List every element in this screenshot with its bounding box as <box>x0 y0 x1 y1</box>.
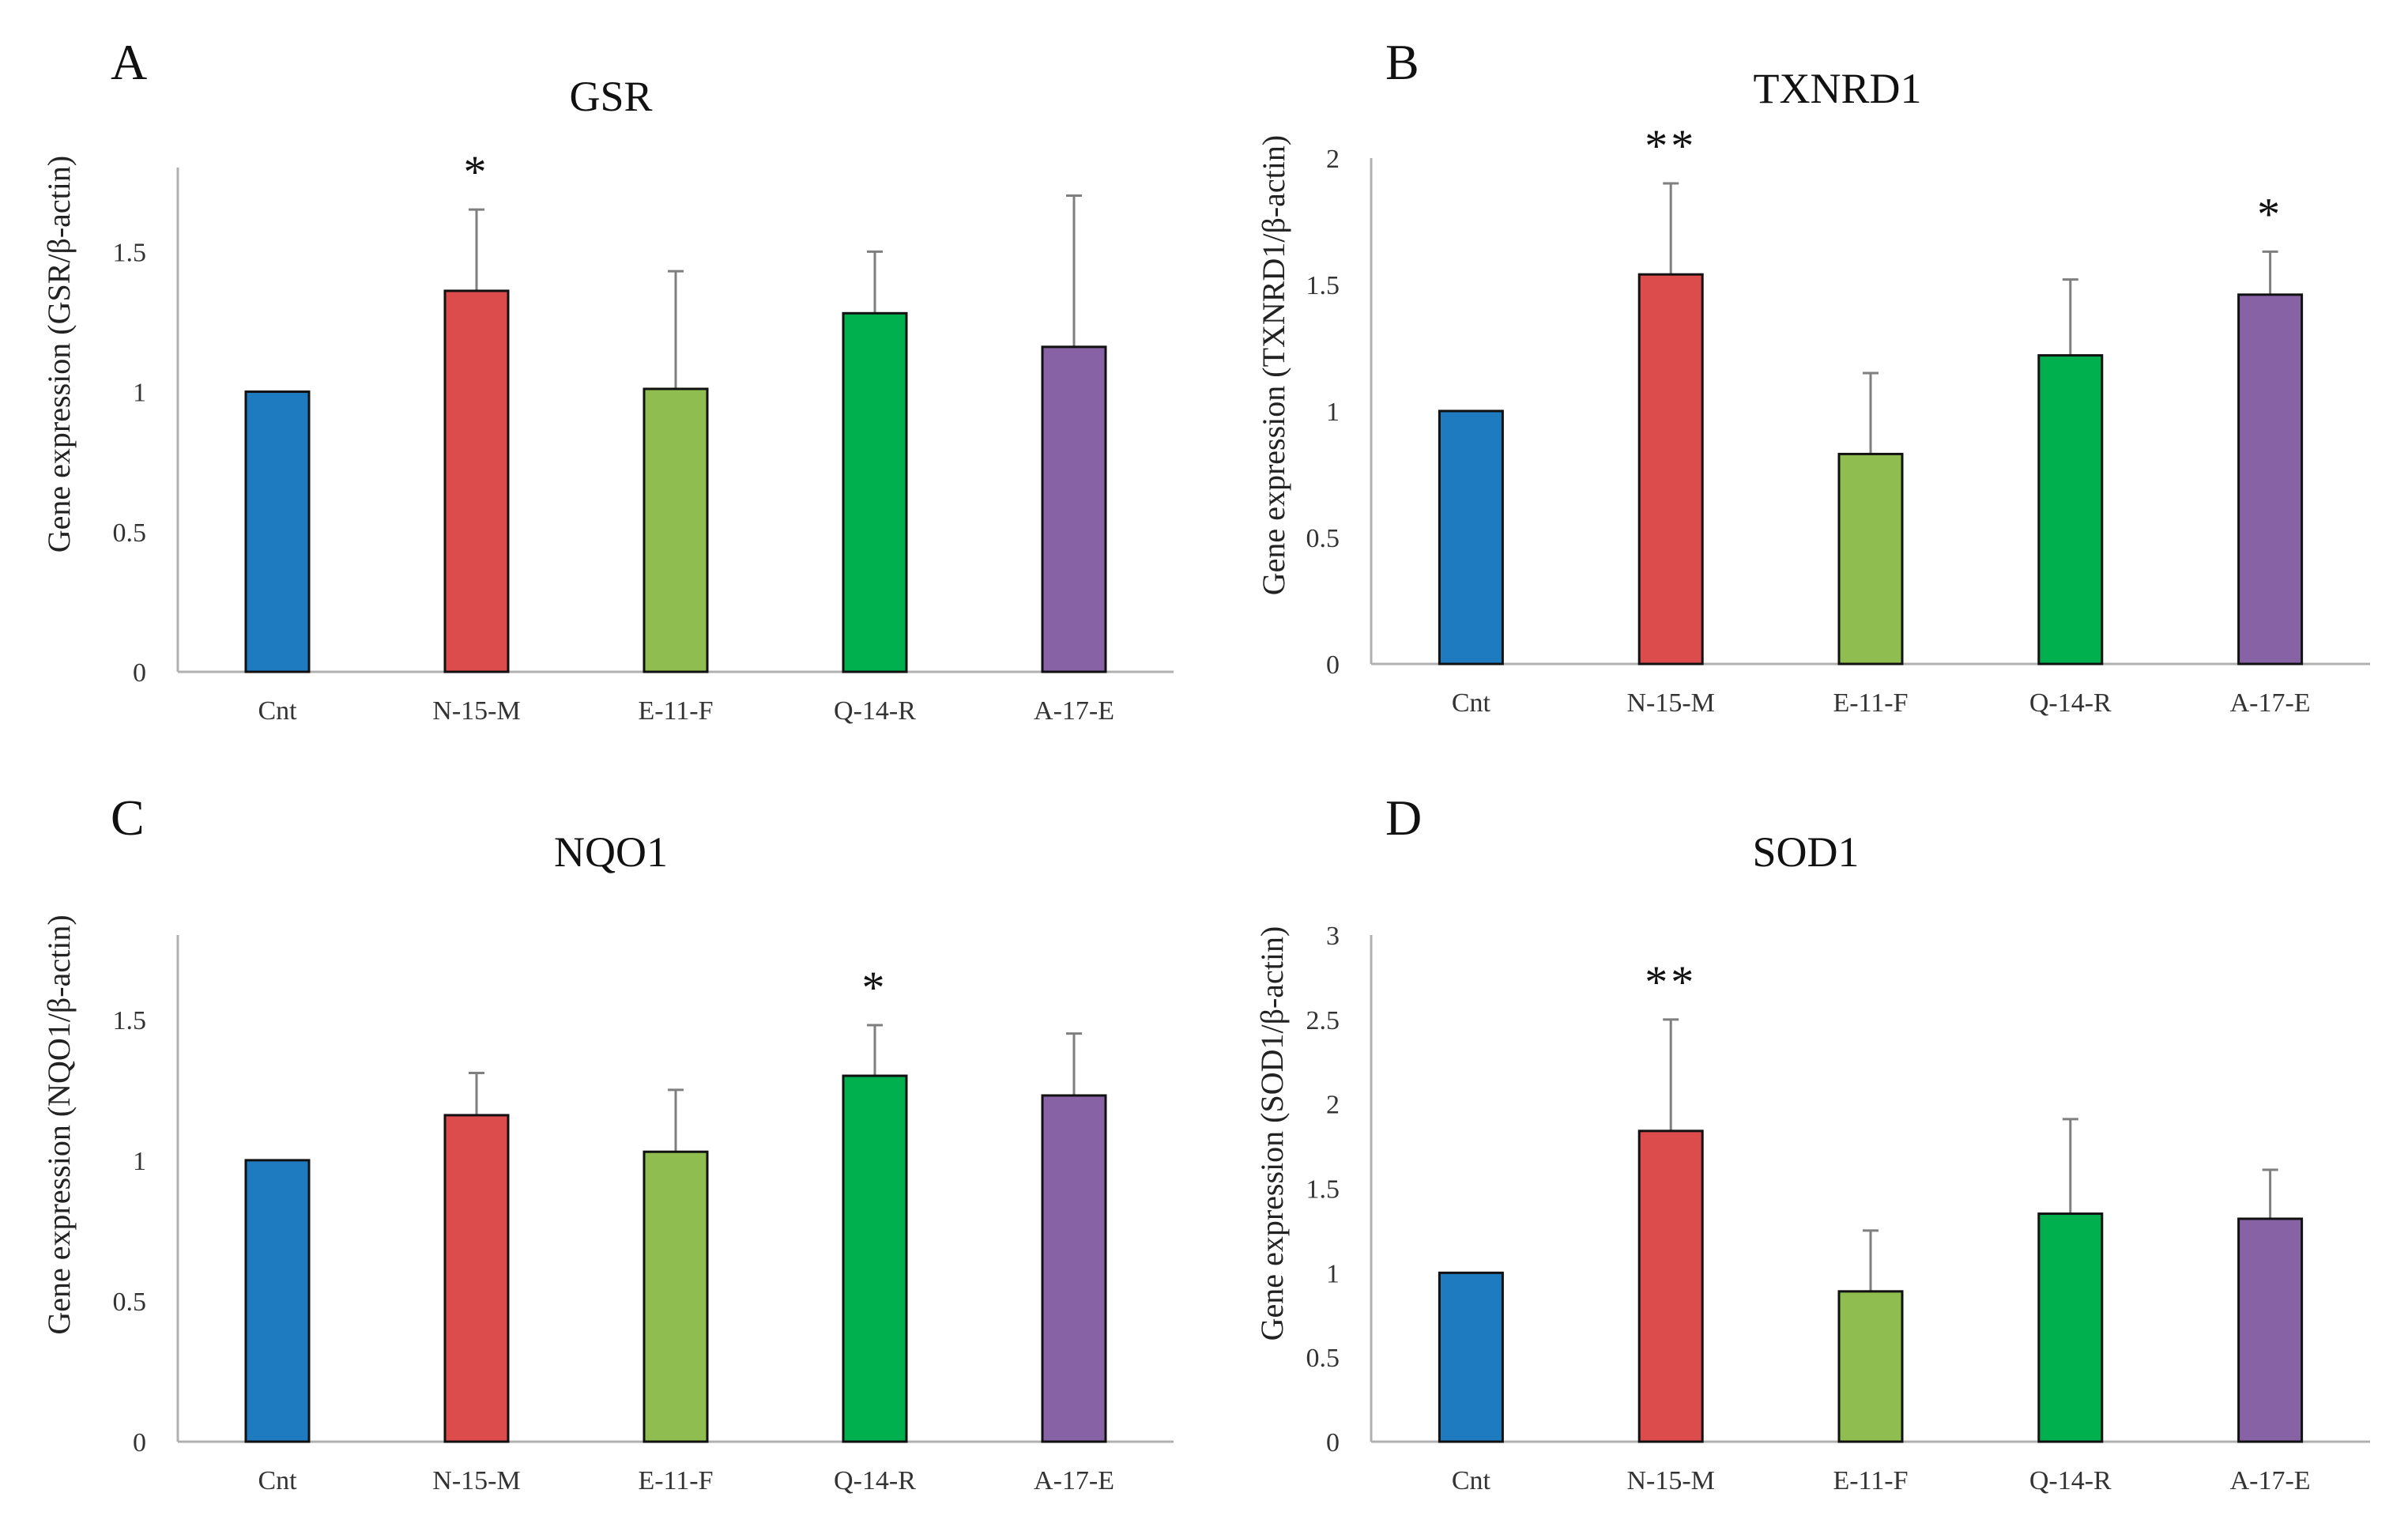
x-tick-label: N-15-M <box>1626 1466 1714 1495</box>
y-tick-label: 2 <box>1326 1091 1340 1120</box>
y-tick-label: 0.5 <box>113 1288 147 1317</box>
significance-marker: ** <box>1645 956 1697 1008</box>
bar-q-14-r <box>2037 354 2104 666</box>
panel-letter: D <box>1385 790 1422 846</box>
y-tick-label: 0 <box>133 1428 146 1457</box>
y-axis-label: Gene expression (TXNRD1/β-actin) <box>1256 135 1291 595</box>
x-tick-label: Q-14-R <box>834 1466 916 1495</box>
y-tick-label: 1 <box>133 1147 146 1176</box>
x-tick-label: Q-14-R <box>2029 1466 2112 1495</box>
x-tick-label: N-15-M <box>1626 688 1714 718</box>
category-labels: Cnt N-15-M E-11-F Q-14-R A-17-E <box>1452 688 2311 718</box>
y-tick-label: 1 <box>1326 1259 1340 1288</box>
x-tick-label: Cnt <box>258 696 297 726</box>
bars: * <box>244 962 1107 1443</box>
x-tick-label: Cnt <box>1452 1466 1491 1495</box>
y-axis-label: Gene expression (GSR/β-actin) <box>41 156 77 552</box>
chart-d: D SOD1 Gene expression (SOD1/β-actin) 00… <box>1254 790 2370 1495</box>
chart-title: NQO1 <box>554 828 668 876</box>
x-tick-label: Q-14-R <box>834 696 916 726</box>
y-tick-label: 1 <box>133 379 146 408</box>
bar-e-11-f <box>1837 1290 1904 1443</box>
panel-letter: A <box>111 34 147 90</box>
y-tick-label: 0 <box>1326 1428 1340 1457</box>
chart-a: A GSR Gene expression (GSR/β-actin) 0 0.5… <box>41 34 1174 726</box>
chart-title: TXNRD1 <box>1754 65 1922 112</box>
significance-marker: * <box>464 146 490 198</box>
bars: ** <box>1438 956 2304 1443</box>
x-tick-label: A-17-E <box>2230 1466 2311 1495</box>
x-tick-label: Cnt <box>258 1466 297 1495</box>
bar-a-17-e <box>2237 1217 2304 1443</box>
y-tick-label: 1.5 <box>1306 271 1340 300</box>
bar-q-14-r <box>842 311 908 673</box>
bar-n-15-m <box>1637 273 1704 666</box>
bar-cnt <box>244 390 311 673</box>
x-tick-label: Q-14-R <box>2029 688 2112 718</box>
x-tick-label: N-15-M <box>432 696 520 726</box>
bars: *** <box>1438 120 2304 666</box>
y-tick-label: 3 <box>1326 922 1340 951</box>
bar-a-17-e <box>1041 1094 1107 1443</box>
x-tick-label: E-11-F <box>638 1466 713 1495</box>
y-tick-label: 0 <box>133 658 146 688</box>
chart-panel-b: B TXNRD1 Gene expression (TXNRD1/β-actin… <box>1204 0 2407 765</box>
bar-e-11-f <box>643 1150 709 1443</box>
y-tick-label: 0 <box>1326 650 1340 680</box>
y-tick-label: 0.5 <box>113 519 147 548</box>
bars: * <box>244 146 1107 673</box>
x-tick-label: A-17-E <box>1034 1466 1114 1495</box>
y-axis-label: Gene expression (NQO1/β-actin) <box>41 914 77 1334</box>
y-ticks: 0 0.5 1 1.5 <box>113 1006 147 1457</box>
panel-letter: C <box>111 790 145 846</box>
bar-q-14-r <box>842 1074 908 1443</box>
bar-cnt <box>1438 1271 1504 1443</box>
category-labels: Cnt N-15-M E-11-F Q-14-R A-17-E <box>258 696 1114 726</box>
x-tick-label: A-17-E <box>2230 688 2311 718</box>
x-tick-label: Cnt <box>1452 688 1491 718</box>
bar-a-17-e <box>1041 345 1107 673</box>
significance-marker: * <box>2257 188 2283 239</box>
y-ticks: 0 0.5 1 1.5 2 <box>1306 145 1340 680</box>
x-tick-label: E-11-F <box>638 696 713 726</box>
x-tick-label: N-15-M <box>432 1466 520 1495</box>
y-tick-label: 1 <box>1326 398 1340 427</box>
panel-letter: B <box>1385 34 1419 90</box>
chart-title: GSR <box>569 73 652 120</box>
x-tick-label: E-11-F <box>1833 688 1908 718</box>
y-tick-label: 2 <box>1326 145 1340 174</box>
x-tick-label: A-17-E <box>1034 696 1114 726</box>
y-tick-label: 1.5 <box>113 238 147 267</box>
significance-marker: * <box>862 962 888 1013</box>
bar-cnt <box>244 1159 311 1443</box>
y-tick-label: 1.5 <box>1306 1175 1340 1205</box>
bar-e-11-f <box>1837 452 1904 666</box>
y-tick-label: 0.5 <box>1306 1344 1340 1373</box>
chart-b: B TXNRD1 Gene expression (TXNRD1/β-actin… <box>1256 34 2370 718</box>
y-ticks: 0 0.5 1 1.5 <box>113 238 147 688</box>
chart-panel-a: A GSR Gene expression (GSR/β-actin) 0 0.5… <box>0 0 1204 765</box>
bar-n-15-m <box>443 289 510 673</box>
y-tick-label: 0.5 <box>1306 524 1340 553</box>
bar-a-17-e <box>2237 293 2304 666</box>
bar-n-15-m <box>443 1114 510 1443</box>
y-tick-label: 2.5 <box>1306 1006 1340 1035</box>
chart-title: SOD1 <box>1752 828 1859 876</box>
category-labels: Cnt N-15-M E-11-F Q-14-R A-17-E <box>258 1466 1114 1495</box>
bar-q-14-r <box>2037 1212 2104 1443</box>
y-tick-label: 1.5 <box>113 1006 147 1035</box>
category-labels: Cnt N-15-M E-11-F Q-14-R A-17-E <box>1452 1466 2311 1495</box>
x-tick-label: E-11-F <box>1833 1466 1908 1495</box>
bar-e-11-f <box>643 387 709 673</box>
bar-cnt <box>1438 409 1504 666</box>
chart-c: C NQO1 Gene expression (NQO1/β-actin) 00… <box>41 790 1174 1495</box>
significance-marker: ** <box>1645 120 1697 172</box>
bar-n-15-m <box>1637 1129 1704 1443</box>
y-ticks: 0 0.5 1 1.5 2 2.5 3 <box>1306 922 1340 1457</box>
y-axis-label: Gene expression (SOD1/β-actin) <box>1254 926 1290 1341</box>
